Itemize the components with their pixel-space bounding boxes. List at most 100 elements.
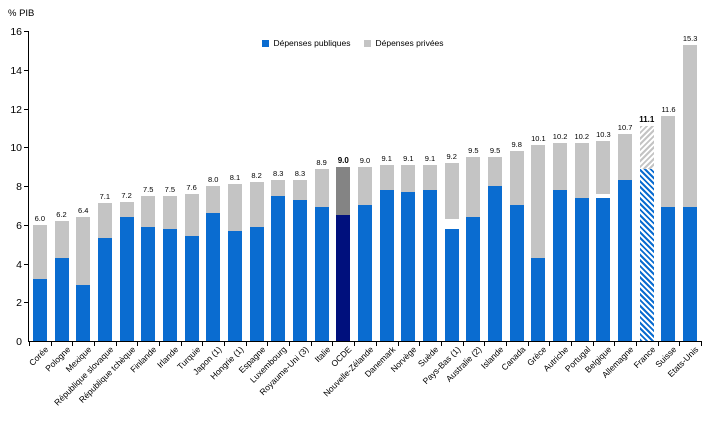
x-tick <box>375 342 377 346</box>
legend-item-private: Dépenses privées <box>364 38 444 48</box>
bar-segment-public <box>76 284 91 341</box>
y-axis-line <box>28 31 29 342</box>
stacked-bar <box>553 143 568 341</box>
bar-value-label: 11.6 <box>661 105 676 115</box>
bar-segment-private <box>336 166 351 216</box>
stacked-bar <box>314 168 329 341</box>
x-tick <box>310 342 312 346</box>
bar-segment-private <box>314 168 329 208</box>
stacked-bar <box>162 195 177 341</box>
stacked-bar <box>76 217 91 341</box>
x-tick <box>570 342 572 346</box>
bar-segment-private <box>596 141 611 194</box>
bar-value-label: 10.1 <box>531 134 546 144</box>
stacked-bar <box>531 145 546 341</box>
bar-value-label: 9.8 <box>511 140 522 150</box>
bar-value-label: 8.3 <box>294 169 306 179</box>
bar-group: 15.3 Etats-Unis <box>666 31 701 380</box>
x-tick <box>180 342 182 346</box>
bar-segment-private <box>292 180 307 200</box>
bar-segment-unallocated <box>444 218 459 229</box>
x-tick <box>224 342 226 346</box>
bar-group: 7.5 Finlande <box>128 31 159 375</box>
bar-value-label: 7.5 <box>164 184 176 194</box>
bar-group: 9.1 Danemark <box>362 31 398 379</box>
bar-value-label: 6.0 <box>34 213 46 223</box>
bar-segment-public <box>357 205 372 341</box>
bar-segment-private <box>227 184 242 231</box>
bar-segment-public <box>661 207 676 341</box>
bar-segment-private <box>54 220 69 258</box>
stacked-bar <box>618 133 633 341</box>
bar-segment-public <box>141 226 156 341</box>
bar-segment-private <box>683 44 698 208</box>
stacked-bar <box>596 141 611 341</box>
x-tick <box>505 342 507 346</box>
bar-segment-private <box>379 164 394 190</box>
bar-segment-public <box>379 189 394 341</box>
bar-group: 10.3 Belgique <box>583 31 615 374</box>
bar-value-label: 8.2 <box>251 171 262 181</box>
stacked-bar <box>574 143 589 341</box>
bar-value-label: 8.1 <box>229 173 241 183</box>
x-tick <box>614 342 616 346</box>
bar-value-label: 6.4 <box>77 206 89 215</box>
bar-group: 6.0 Corée <box>27 31 51 368</box>
x-tick <box>484 342 486 346</box>
y-axis-title: % PIB <box>8 8 35 19</box>
bar-segment-private <box>444 162 459 219</box>
bar-segment-private <box>271 180 286 196</box>
legend: Dépenses publiques Dépenses privées <box>0 38 706 48</box>
x-tick <box>137 342 139 346</box>
bar-group: 11.1 France <box>631 31 658 370</box>
x-tick <box>549 342 551 346</box>
bar-segment-private <box>488 156 503 186</box>
stacked-bar <box>32 224 47 341</box>
bar-segment-public <box>401 191 416 341</box>
bar-segment-public <box>574 197 589 341</box>
bar-group: 9.1 Norvège <box>389 31 420 374</box>
y-axis-tick-label: 2 <box>16 297 22 310</box>
y-axis-tick-label: 8 <box>16 181 22 193</box>
stacked-bar <box>683 44 698 341</box>
bar-value-label: 9.1 <box>424 153 436 163</box>
x-tick <box>50 342 52 346</box>
bar-value-label: 7.1 <box>99 192 111 202</box>
bar-segment-public <box>292 199 307 341</box>
stacked-bar <box>444 162 459 341</box>
bar-group: 9.0 OCDE <box>329 31 354 369</box>
stacked-bar <box>119 201 134 341</box>
bar-group: 10.7 Allemagne <box>600 31 636 380</box>
x-tick <box>592 342 594 346</box>
y-tick <box>24 224 28 226</box>
bar-segment-private <box>206 186 221 214</box>
bar-group: 7.2 République tchèque <box>76 31 138 405</box>
bar-segment-private <box>574 143 589 198</box>
legend-swatch-icon <box>364 39 372 47</box>
stacked-bar <box>184 193 199 341</box>
bar-value-label: 8.9 <box>316 157 327 167</box>
bar-segment-public <box>423 189 438 341</box>
y-axis-tick-label: 14 <box>10 64 22 77</box>
y-tick <box>24 263 28 265</box>
bar-value-label: 8.3 <box>273 169 284 179</box>
x-tick <box>245 342 247 346</box>
bar-value-label: 9.1 <box>381 153 392 163</box>
bar-segment-private <box>401 164 416 192</box>
bar-segment-public <box>618 180 633 341</box>
bar-value-label: 9.1 <box>403 153 414 163</box>
bar-group: 8.1 Hongrie (1) <box>208 31 246 381</box>
bar-group: 6.2 Pologne <box>43 31 73 374</box>
bar-value-label: 10.7 <box>617 122 633 132</box>
bar-segment-public <box>271 195 286 341</box>
bar-group: 9.0 Nouvelle-Zélande <box>321 31 376 399</box>
bar-segment-public <box>32 279 47 341</box>
bar-value-label: 10.2 <box>574 132 590 142</box>
bar-segment-public <box>683 207 698 341</box>
x-tick <box>679 342 681 346</box>
bar-group: 9.1 Suède <box>416 31 441 369</box>
bar-value-label: 10.3 <box>596 130 611 140</box>
stacked-bar <box>401 164 416 341</box>
bar-group: 10.2 Autriche <box>541 31 571 373</box>
x-tick <box>527 342 529 346</box>
